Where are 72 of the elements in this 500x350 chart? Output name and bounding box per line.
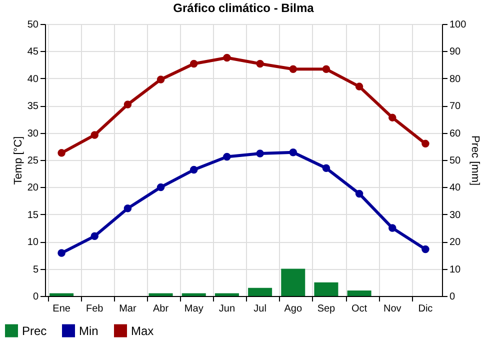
y2-tick-label: 30 (450, 210, 462, 221)
x-tick-label: Feb (86, 304, 104, 314)
y2-tick-label: 80 (450, 74, 462, 85)
x-tick-label: Dic (418, 304, 433, 314)
point (223, 54, 231, 62)
x-tick-label: Jun (218, 304, 236, 314)
x-tick-label: Nov (383, 304, 402, 314)
y-tick-label: 0 (32, 292, 39, 302)
x-tick-label: Oct (352, 304, 368, 314)
y2-tick-label: 100 (450, 20, 467, 30)
point (388, 114, 396, 122)
y2-tick-label: 70 (450, 101, 462, 112)
point (124, 100, 132, 108)
y2-tick-label: 40 (450, 182, 462, 194)
y2-axis-title: Prec [mm] (469, 135, 482, 186)
legend-label: Max (131, 324, 154, 338)
y2-tick-label: 90 (450, 46, 462, 58)
x-tick-label: Sep (317, 304, 336, 314)
point (422, 140, 430, 148)
y2-tick-label: 60 (450, 128, 462, 140)
x-tick-label: Jul (254, 304, 266, 314)
y2-tick-label: 20 (450, 237, 462, 248)
point (355, 190, 364, 198)
bar (50, 293, 74, 296)
y-tick-label: 30 (27, 128, 39, 140)
point (190, 60, 198, 68)
y-tick-label: 25 (27, 156, 39, 166)
bar (248, 288, 272, 296)
y-tick-label: 50 (27, 20, 39, 30)
point (388, 224, 396, 232)
y-tick-label: 45 (27, 46, 39, 58)
y-tick-label: 10 (27, 237, 39, 248)
y2-tick-label: 0 (450, 292, 456, 302)
bar (347, 290, 372, 296)
point (322, 65, 330, 74)
y-tick-label: 15 (27, 210, 39, 221)
y2-tick-label: 10 (450, 264, 462, 276)
point (223, 152, 231, 161)
point (90, 131, 98, 139)
point (58, 149, 66, 157)
bar (182, 293, 206, 296)
bar (314, 282, 338, 296)
y-tick-label: 40 (27, 74, 39, 85)
legend-label: Prec (22, 324, 47, 338)
point (289, 148, 297, 156)
point (90, 232, 98, 240)
y-tick-label: 5 (32, 264, 39, 276)
point (156, 183, 165, 192)
legend-label: Min (79, 324, 98, 338)
bar (281, 268, 306, 296)
x-tick-label: Abr (153, 304, 170, 314)
bar (214, 293, 239, 296)
x-tick-label: May (184, 304, 204, 314)
point (322, 164, 330, 172)
point (355, 82, 364, 90)
y-tick-label: 35 (27, 101, 39, 112)
point (58, 249, 66, 257)
y-axis-title: Temp [°C] (12, 136, 24, 185)
point (289, 65, 297, 74)
x-tick-label: Ene (52, 304, 71, 314)
point (190, 166, 198, 174)
point (124, 204, 132, 212)
y-tick-label: 20 (27, 182, 39, 194)
point (256, 150, 264, 158)
chart-title: Gráfico climático - Bilma (173, 1, 314, 15)
x-tick-label: Mar (119, 304, 137, 314)
x-tick-label: Ago (284, 304, 302, 314)
point (422, 245, 430, 254)
point (156, 76, 165, 84)
y2-tick-label: 50 (450, 156, 462, 166)
point (256, 60, 264, 68)
bar (148, 293, 173, 296)
